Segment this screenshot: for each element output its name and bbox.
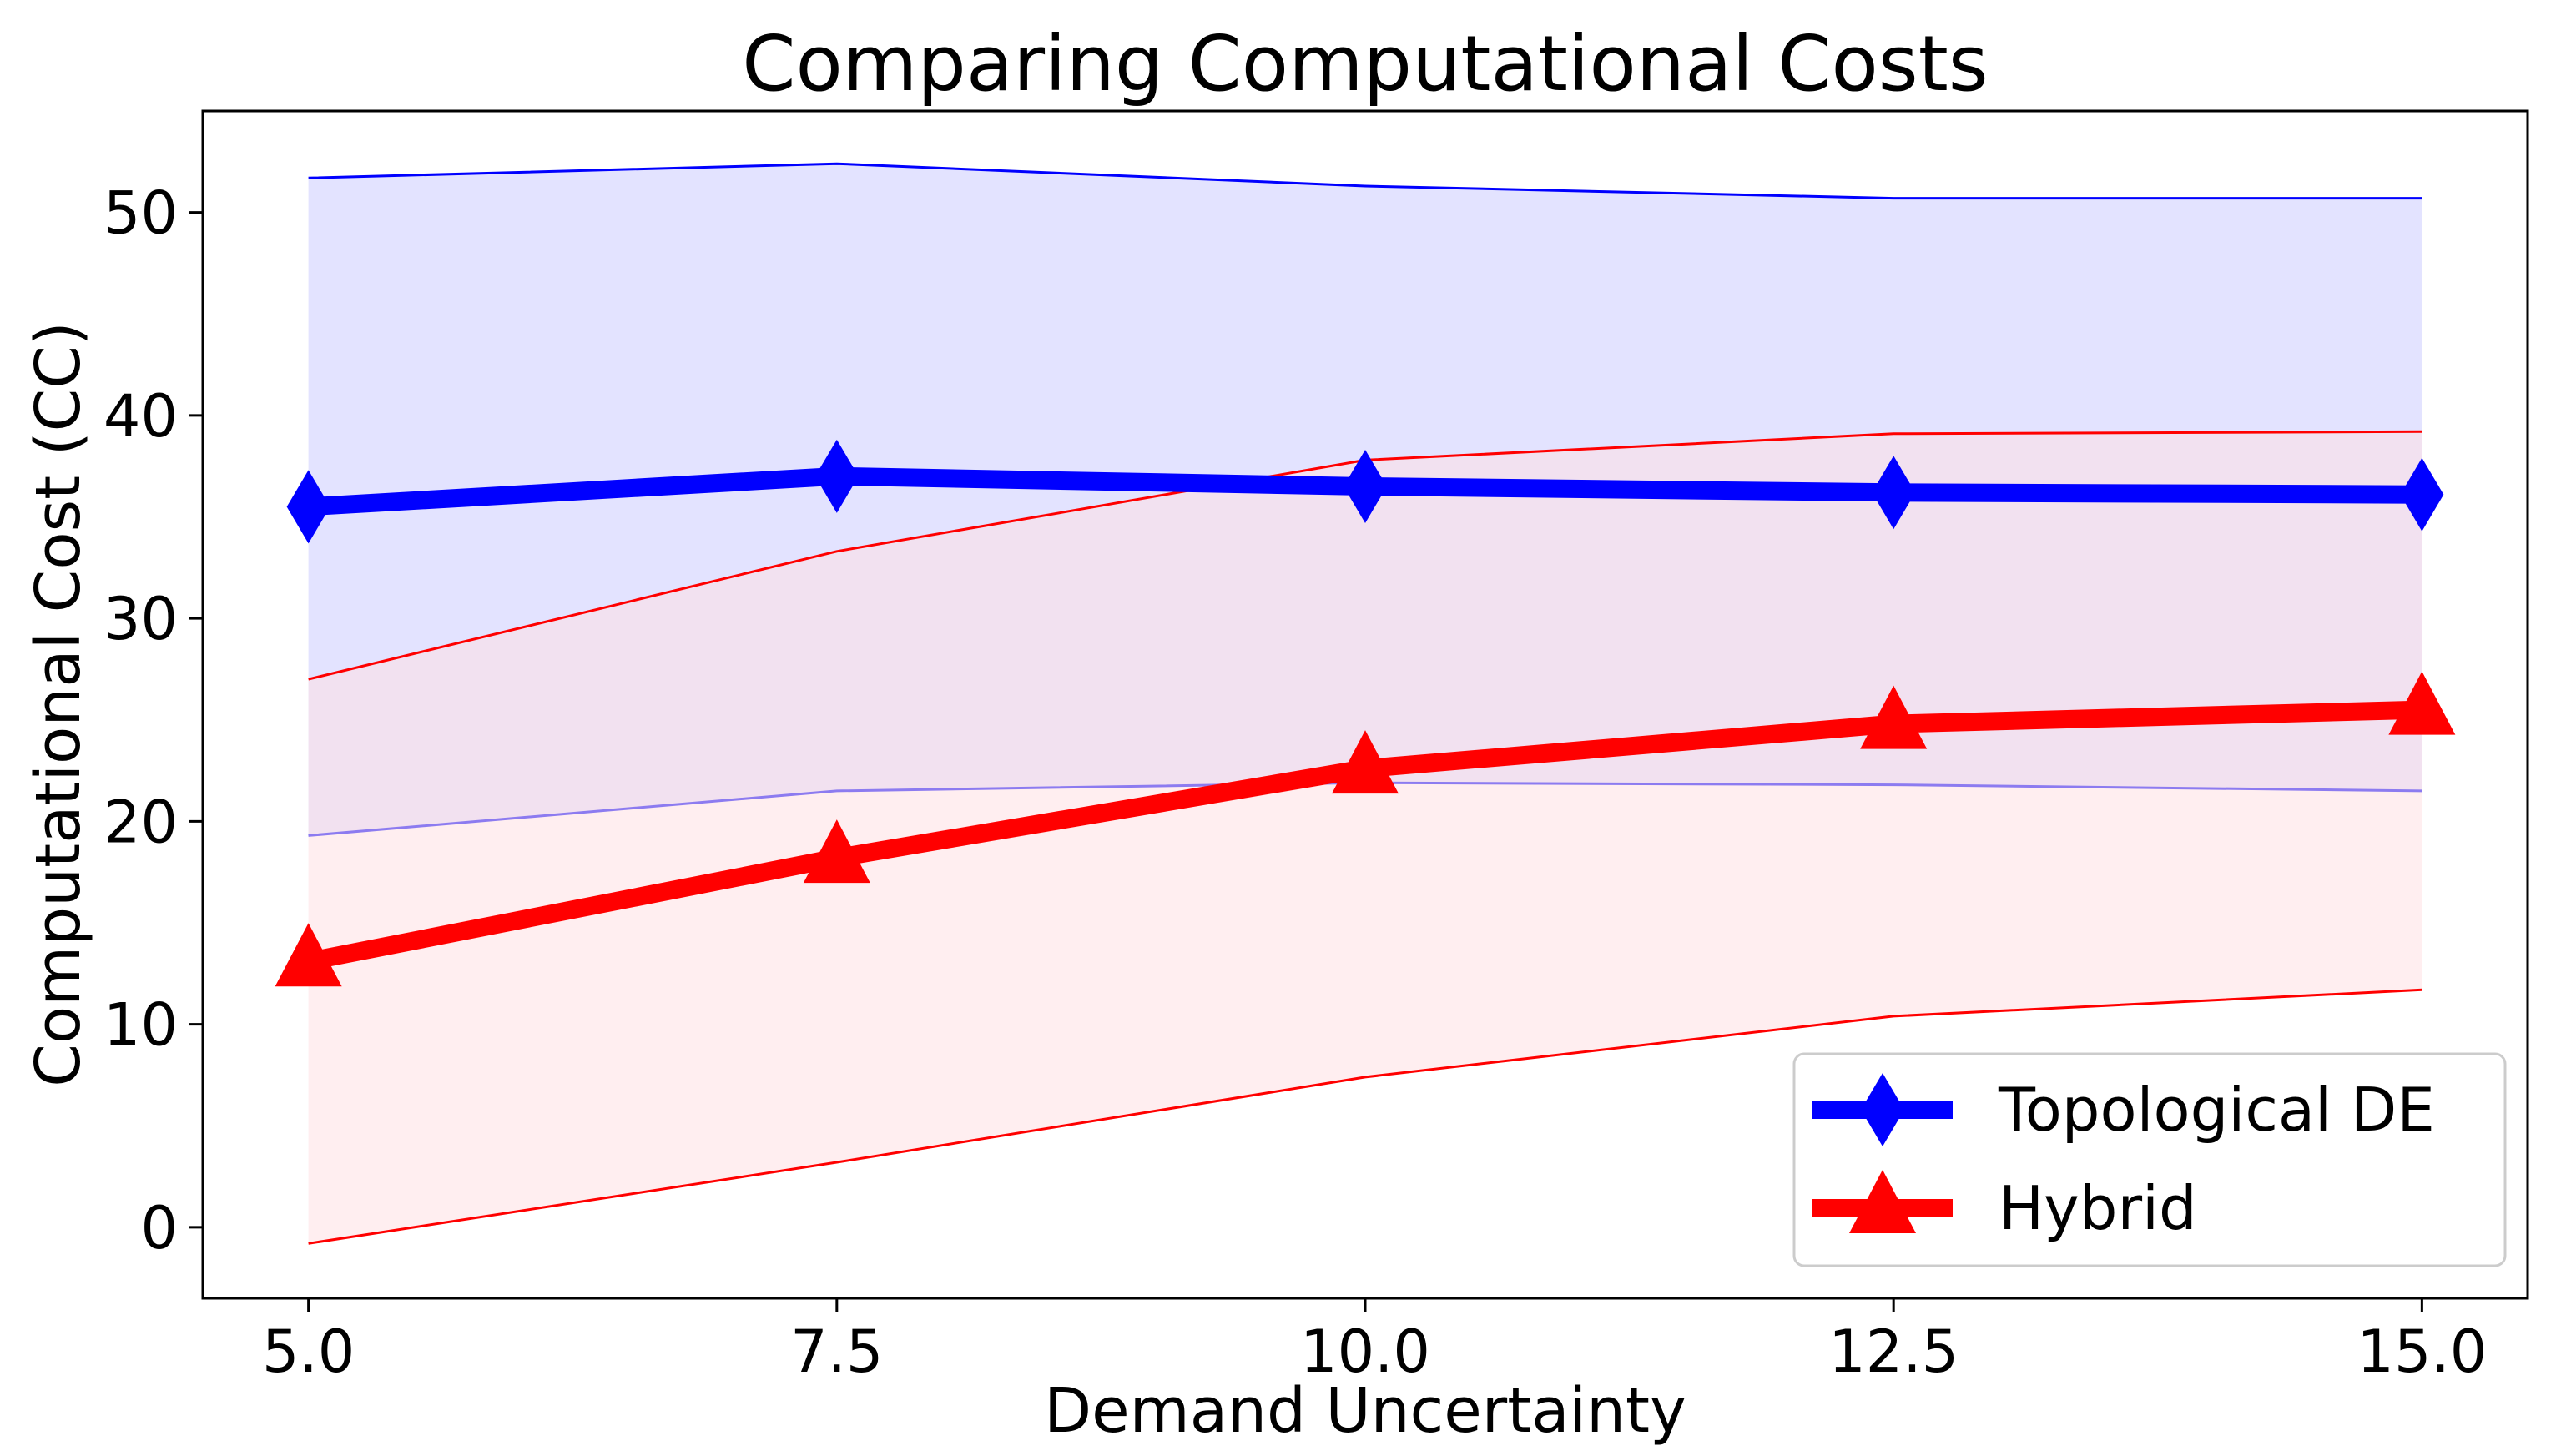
hybrid-marker [1332, 730, 1399, 794]
y-tick-label: 10 [103, 991, 178, 1060]
y-axis-label: Computational Cost (CC) [23, 321, 94, 1087]
legend-box [1792, 1052, 2507, 1267]
y-tick-label: 20 [103, 788, 178, 856]
hybrid-marker [2388, 671, 2456, 735]
series-markers [275, 439, 2456, 987]
legend-hybrid-marker [1849, 1170, 1916, 1233]
topological-de-band-upper-line [308, 162, 2422, 200]
y-axis-ticks: 0 10 20 30 40 50 [103, 179, 203, 1262]
hybrid-marker [803, 819, 870, 884]
x-tick-label: 10.0 [1300, 1317, 1430, 1386]
x-tick-label: 7.5 [790, 1317, 883, 1386]
legend-topological-de-marker [1861, 1073, 1904, 1146]
chart-title: Comparing Computational Costs [742, 19, 1988, 108]
legend-hybrid-label: Hybrid [1999, 1173, 2197, 1243]
y-tick-label: 30 [103, 585, 178, 653]
x-tick-label: 12.5 [1828, 1317, 1959, 1386]
x-tick-label: 5.0 [262, 1317, 355, 1386]
x-axis-label: Demand Uncertainty [1044, 1375, 1686, 1447]
topological-de-marker [1344, 450, 1387, 524]
hybrid-marker [275, 923, 342, 987]
hybrid-marker [1860, 685, 1928, 749]
topological-de-marker [2400, 457, 2444, 532]
x-axis-ticks: 5.0 7.5 10.0 12.5 15.0 [262, 1298, 2487, 1386]
x-tick-label: 15.0 [2357, 1317, 2487, 1386]
y-tick-label: 50 [103, 179, 178, 248]
y-tick-label: 40 [103, 382, 178, 451]
topological-de-marker [286, 470, 330, 544]
hybrid-band-lower-line [308, 988, 2422, 1245]
hybrid-band [308, 431, 2422, 1244]
legend: Topological DE Hybrid [1792, 1052, 2507, 1267]
topological-de-marker [814, 439, 859, 513]
topological-de-marker [1872, 456, 1916, 530]
legend-topological-de-label: Topological DE [1998, 1075, 2435, 1145]
y-tick-label: 0 [140, 1194, 178, 1262]
